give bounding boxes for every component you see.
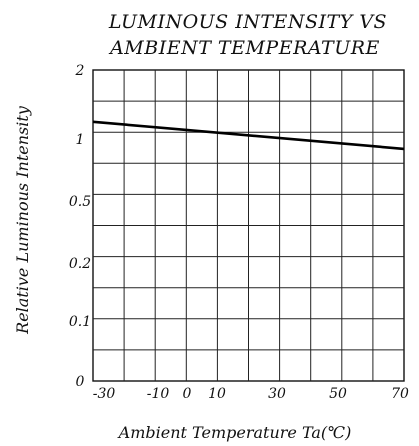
- y-tick-label: 2: [75, 63, 85, 79]
- x-tick-label: 70: [391, 386, 409, 402]
- y-tick-label: 0.2: [69, 256, 91, 272]
- x-tick-label: -10: [147, 386, 170, 402]
- chart-title-line-2: AMBIENT TEMPERATURE: [108, 37, 380, 59]
- x-tick-labels: -30 -10 0 10 30 50 70: [93, 386, 409, 402]
- series-layer: [92, 120, 405, 151]
- series-line: [92, 120, 405, 151]
- x-tick-label: 0: [183, 386, 192, 402]
- x-tick-label: 10: [208, 386, 226, 402]
- grid: [92, 69, 405, 382]
- y-tick-label: 0.1: [69, 314, 91, 330]
- y-tick-label: 0: [76, 374, 85, 390]
- y-tick-labels: 0 0.1 0.2 0.5 1 2: [69, 63, 91, 390]
- x-axis-label: Ambient Temperature Ta(℃): [117, 423, 352, 442]
- chart-title-line-1: LUMINOUS INTENSITY VS: [108, 11, 387, 33]
- y-axis-label: Relative Luminous Intensity: [13, 105, 32, 335]
- y-tick-label: 0.5: [69, 194, 91, 210]
- y-tick-label: 1: [76, 132, 85, 148]
- x-tick-label: -30: [93, 386, 116, 402]
- x-tick-label: 30: [268, 386, 286, 402]
- x-tick-label: 50: [329, 386, 347, 402]
